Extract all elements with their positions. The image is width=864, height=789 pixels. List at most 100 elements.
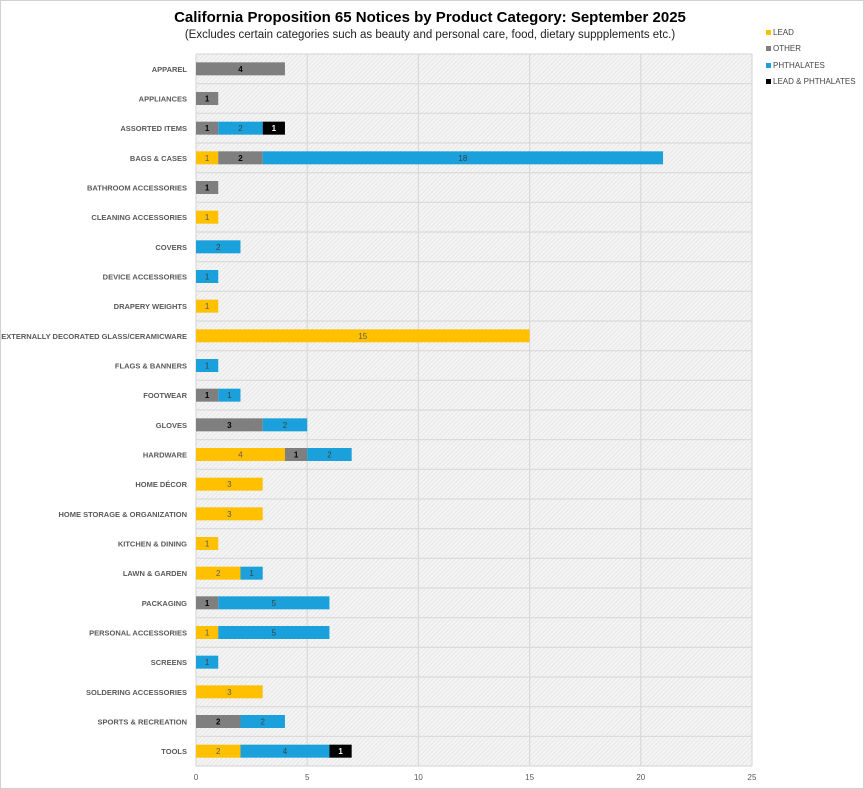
- legend: LEAD OTHER PHTHALATES LEAD & PHTHALATES: [766, 24, 856, 90]
- bar-segment-other: [196, 715, 241, 728]
- x-tick-label: 25: [748, 773, 757, 782]
- bar-segment-phthalates: [218, 388, 241, 402]
- data-label: 1: [205, 362, 210, 371]
- bar-segment-phthalates: [262, 151, 664, 165]
- data-label: 1: [205, 302, 210, 311]
- bar-segment-other: [196, 62, 285, 76]
- data-label: 2: [216, 747, 221, 756]
- category-label: SPORTS & RECREATION: [98, 718, 187, 727]
- data-label: 1: [205, 213, 210, 222]
- category-label: HOME DÉCOR: [135, 480, 187, 489]
- legend-item: LEAD & PHTHALATES: [766, 74, 856, 91]
- data-label: 1: [205, 391, 210, 400]
- bar-segment-phthalates: [307, 448, 352, 461]
- bar-segment-lead: [196, 744, 241, 758]
- chart-subtitle: (Excludes certain categories such as bea…: [184, 29, 676, 41]
- data-label: 18: [458, 154, 467, 163]
- data-label: 4: [283, 747, 288, 756]
- category-label: CLEANING ACCESSORIES: [91, 213, 187, 222]
- bar-segment-other: [196, 121, 219, 135]
- legend-item: PHTHALATES: [766, 57, 856, 74]
- bar-segment-lead-phthalates: [262, 121, 285, 135]
- category-label: BAGS & CASES: [130, 154, 187, 163]
- legend-swatch: [766, 29, 771, 35]
- category-label: SCREENS: [151, 658, 187, 667]
- legend-label: PHTHALATES: [773, 60, 825, 70]
- data-label: 1: [205, 184, 210, 193]
- data-label: 2: [216, 718, 221, 727]
- x-tick-label: 0: [194, 773, 199, 782]
- category-label: ASSORTED ITEMS: [120, 124, 187, 133]
- data-label: 4: [238, 451, 243, 460]
- x-tick-label: 5: [305, 773, 310, 782]
- bar-segment-phthalates: [196, 270, 219, 283]
- data-label: 2: [216, 243, 221, 252]
- data-label: 3: [227, 688, 232, 697]
- bar-segment-lead: [196, 685, 263, 699]
- bar-segment-lead: [196, 299, 219, 313]
- bar-segment-phthalates: [218, 596, 330, 610]
- data-label: 1: [249, 569, 254, 578]
- category-label: FOOTWEAR: [143, 391, 187, 400]
- data-label: 5: [272, 599, 277, 608]
- x-tick-label: 10: [414, 773, 423, 782]
- chart-title: California Proposition 65 Notices by Pro…: [174, 9, 686, 26]
- bar-segment-lead: [196, 626, 219, 639]
- category-label: SOLDERING ACCESSORIES: [86, 688, 187, 697]
- category-label: APPLIANCES: [139, 95, 187, 104]
- bar-segment-other: [196, 418, 263, 432]
- legend-swatch: [766, 79, 771, 85]
- bar-segment-lead: [196, 566, 241, 580]
- category-label: TOOLS: [161, 747, 187, 756]
- bar-segment-other: [218, 151, 263, 165]
- bar-segment-lead: [196, 537, 219, 550]
- legend-label: LEAD & PHTHALATES: [773, 77, 856, 87]
- category-label: HARDWARE: [143, 451, 187, 460]
- bar-segment-phthalates: [240, 744, 330, 758]
- category-label: PACKAGING: [142, 599, 187, 608]
- data-label: 3: [227, 480, 232, 489]
- category-label: EXTERNALLY DECORATED GLASS/CERAMICWARE: [1, 332, 187, 341]
- bar-segment-lead: [196, 448, 285, 461]
- data-label: 1: [205, 599, 210, 608]
- data-label: 1: [205, 124, 210, 133]
- bar-segment-other: [196, 181, 219, 194]
- legend-label: LEAD: [773, 27, 794, 37]
- bar-segment-lead: [196, 477, 263, 491]
- bar-segment-phthalates: [240, 715, 285, 728]
- bar-segment-lead: [196, 507, 263, 521]
- category-label: HOME STORAGE & ORGANIZATION: [59, 510, 187, 519]
- data-label: 3: [227, 421, 232, 430]
- category-label: DEVICE ACCESSORIES: [103, 273, 187, 282]
- bar-segment-other: [196, 388, 219, 402]
- bar-segment-phthalates: [196, 655, 219, 669]
- data-label: 1: [205, 273, 210, 282]
- legend-swatch: [766, 46, 771, 52]
- data-label: 1: [205, 95, 210, 104]
- category-label: COVERS: [155, 243, 187, 252]
- category-label: BATHROOM ACCESSORIES: [87, 184, 187, 193]
- data-label: 4: [238, 65, 243, 74]
- data-label: 2: [238, 154, 243, 163]
- data-label: 1: [338, 747, 343, 756]
- category-label: GLOVES: [156, 421, 187, 430]
- bar-segment-other: [284, 448, 308, 461]
- bar-segment-lead: [196, 329, 530, 343]
- category-label: KITCHEN & DINING: [118, 540, 187, 549]
- bar-segment-phthalates: [196, 359, 219, 372]
- data-label: 1: [205, 154, 210, 163]
- x-tick-label: 15: [525, 773, 534, 782]
- bar-segment-phthalates: [196, 240, 241, 254]
- data-label: 1: [227, 391, 232, 400]
- bar-segment-lead: [196, 210, 219, 224]
- data-label: 2: [327, 451, 332, 460]
- data-label: 5: [272, 629, 277, 638]
- data-label: 2: [260, 718, 265, 727]
- bar-segment-phthalates: [218, 626, 330, 639]
- category-label: LAWN & GARDEN: [123, 569, 187, 578]
- data-label: 2: [216, 569, 221, 578]
- category-label: FLAGS & BANNERS: [115, 362, 187, 371]
- data-label: 1: [272, 124, 277, 133]
- data-label: 15: [358, 332, 367, 341]
